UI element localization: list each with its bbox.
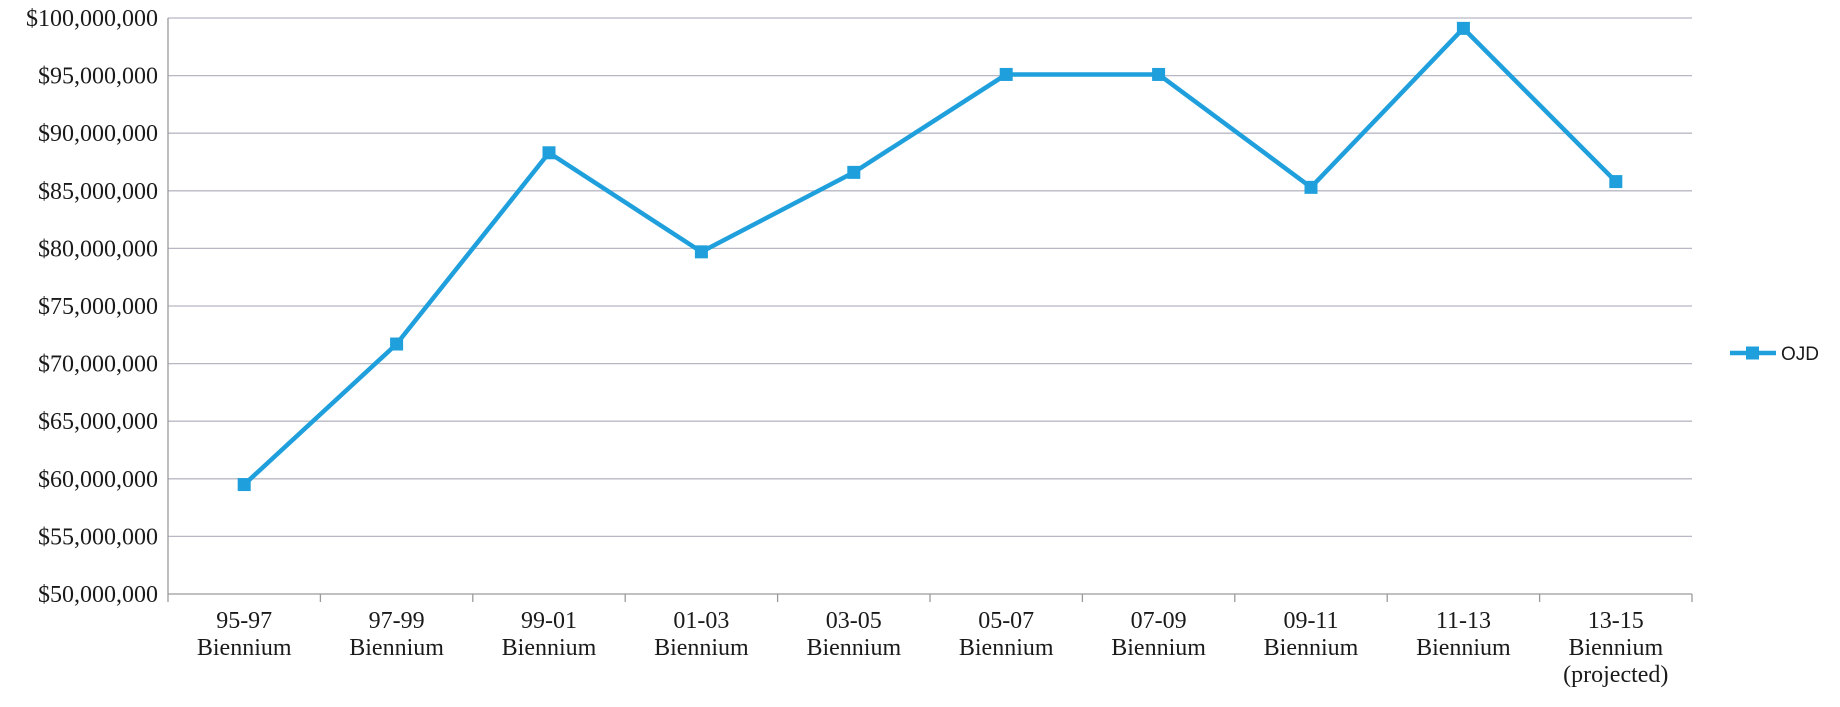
x-tick-label: 11-13 Biennium bbox=[1416, 608, 1511, 661]
x-tick-label: 95-97 Biennium bbox=[197, 608, 292, 661]
y-tick-label: $80,000,000 bbox=[38, 236, 158, 262]
y-tick-label: $85,000,000 bbox=[38, 179, 158, 205]
x-tick-label: 03-05 Biennium bbox=[806, 608, 901, 661]
data-point bbox=[237, 478, 251, 492]
x-axis: 95-97 Biennium 97-99 Biennium 99-01 Biennium 0… bbox=[167, 594, 1693, 688]
x-tick-label: 99-01 Biennium bbox=[502, 608, 597, 661]
data-point bbox=[999, 67, 1013, 81]
y-tick-label: $65,000,000 bbox=[38, 409, 158, 435]
data-point bbox=[694, 245, 708, 259]
y-axis: $50,000,000 $55,000,000 $60,000,000 $65,000… bbox=[26, 6, 169, 608]
y-tick-label: $100,000,000 bbox=[26, 6, 158, 32]
y-tick-label: $70,000,000 bbox=[38, 352, 158, 378]
series-line-ojd bbox=[242, 26, 1618, 487]
y-tick-label: $60,000,000 bbox=[38, 467, 158, 493]
y-tick-label: $55,000,000 bbox=[38, 524, 158, 550]
y-tick-label: $75,000,000 bbox=[38, 294, 158, 320]
data-point bbox=[390, 337, 404, 351]
data-point bbox=[847, 165, 861, 179]
x-tick-label: 13-15 Biennium (projected) bbox=[1563, 608, 1668, 688]
y-tick-label: $95,000,000 bbox=[38, 64, 158, 90]
data-point bbox=[1304, 180, 1318, 194]
x-tick-label: 97-99 Biennium bbox=[349, 608, 444, 661]
legend: OJD bbox=[1730, 344, 1819, 365]
x-tick-label: 01-03 Biennium bbox=[654, 608, 749, 661]
data-point bbox=[1152, 67, 1166, 81]
legend-label-ojd: OJD bbox=[1781, 344, 1819, 365]
data-point bbox=[1456, 21, 1470, 35]
x-tick-label: 05-07 Biennium bbox=[959, 608, 1054, 661]
series-ojd bbox=[237, 21, 1623, 492]
y-tick-label: $90,000,000 bbox=[38, 121, 158, 147]
data-point bbox=[1609, 175, 1623, 189]
gridlines bbox=[168, 17, 1692, 595]
data-point bbox=[542, 146, 556, 160]
x-tick-label: 09-11 Biennium bbox=[1264, 608, 1359, 661]
legend-marker-ojd bbox=[1746, 346, 1759, 360]
y-tick-label: $50,000,000 bbox=[38, 582, 158, 608]
x-tick-label: 07-09 Biennium bbox=[1111, 608, 1206, 661]
